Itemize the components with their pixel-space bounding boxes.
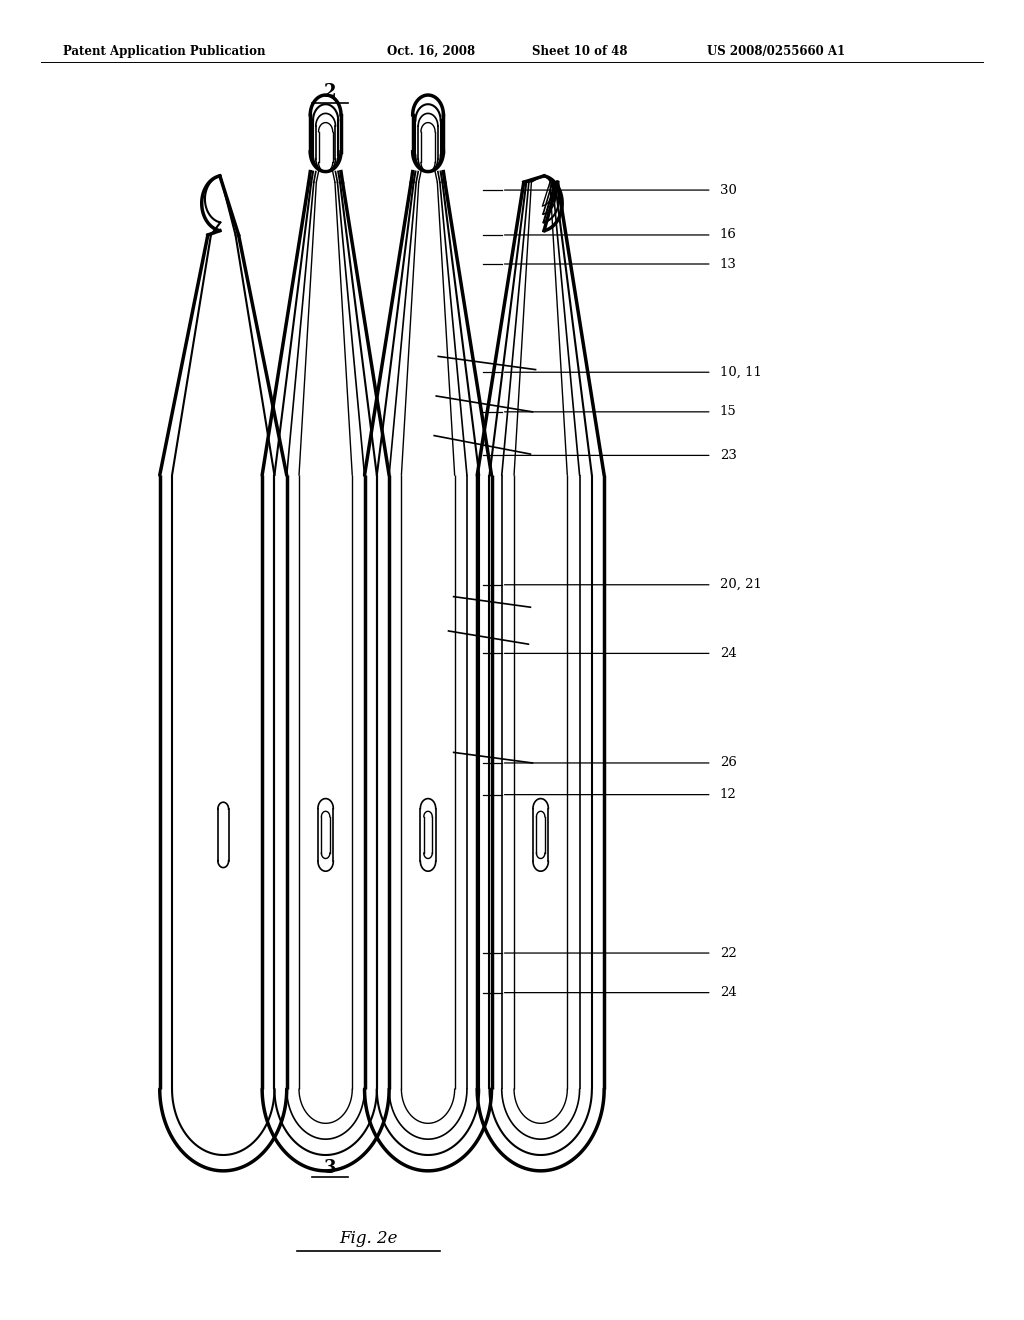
- Text: 30: 30: [720, 183, 736, 197]
- Text: US 2008/0255660 A1: US 2008/0255660 A1: [707, 45, 845, 58]
- Text: 23: 23: [720, 449, 736, 462]
- Text: 12: 12: [720, 788, 736, 801]
- Text: 3: 3: [324, 1159, 336, 1177]
- Text: 20, 21: 20, 21: [720, 578, 762, 591]
- Text: 10, 11: 10, 11: [720, 366, 762, 379]
- Text: 26: 26: [720, 756, 736, 770]
- Text: 24: 24: [720, 986, 736, 999]
- Text: 16: 16: [720, 228, 736, 242]
- Text: 15: 15: [720, 405, 736, 418]
- Text: Patent Application Publication: Patent Application Publication: [63, 45, 266, 58]
- Text: 24: 24: [720, 647, 736, 660]
- Text: Oct. 16, 2008: Oct. 16, 2008: [387, 45, 475, 58]
- Text: 2: 2: [324, 83, 336, 102]
- Text: Sheet 10 of 48: Sheet 10 of 48: [532, 45, 628, 58]
- Text: Fig. 2e: Fig. 2e: [339, 1230, 398, 1247]
- Text: 22: 22: [720, 946, 736, 960]
- Text: 13: 13: [720, 257, 736, 271]
